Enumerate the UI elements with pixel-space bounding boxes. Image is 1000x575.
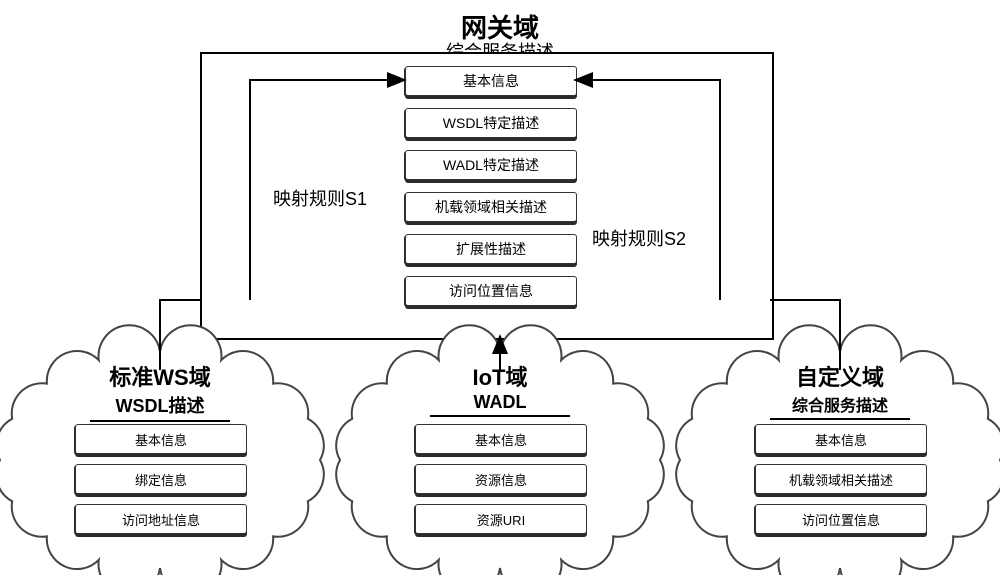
- cloud-0-item-0: 基本信息: [75, 424, 247, 454]
- map-rule-s2: 映射规则S2: [592, 225, 686, 251]
- gateway-item-4: 扩展性描述: [405, 234, 577, 264]
- cloud-0-item-2: 访问地址信息: [75, 504, 247, 534]
- gateway-item-1: WSDL特定描述: [405, 108, 577, 138]
- gateway-item-3: 机载领域相关描述: [405, 192, 577, 222]
- cloud-title-2: 自定义域: [760, 360, 920, 392]
- gateway-item-5: 访问位置信息: [405, 276, 577, 306]
- map-rule-s1: 映射规则S1: [273, 185, 367, 211]
- cloud-2-item-1: 机载领域相关描述: [755, 464, 927, 494]
- cloud-title-0: 标准WS域: [80, 360, 240, 392]
- cloud-1-item-2: 资源URI: [415, 504, 587, 534]
- cloud-2-item-2: 访问位置信息: [755, 504, 927, 534]
- cloud-sub-0: WSDL描述: [90, 392, 230, 422]
- cloud-0-item-1: 绑定信息: [75, 464, 247, 494]
- gateway-item-0: 基本信息: [405, 66, 577, 96]
- cloud-title-1: IoT域: [420, 360, 580, 392]
- cloud-2-item-0: 基本信息: [755, 424, 927, 454]
- cloud-1-item-0: 基本信息: [415, 424, 587, 454]
- gateway-item-2: WADL特定描述: [405, 150, 577, 180]
- cloud-1-item-1: 资源信息: [415, 464, 587, 494]
- cloud-sub-2: 综合服务描述: [770, 392, 910, 420]
- cloud-sub-1: WADL: [430, 392, 570, 417]
